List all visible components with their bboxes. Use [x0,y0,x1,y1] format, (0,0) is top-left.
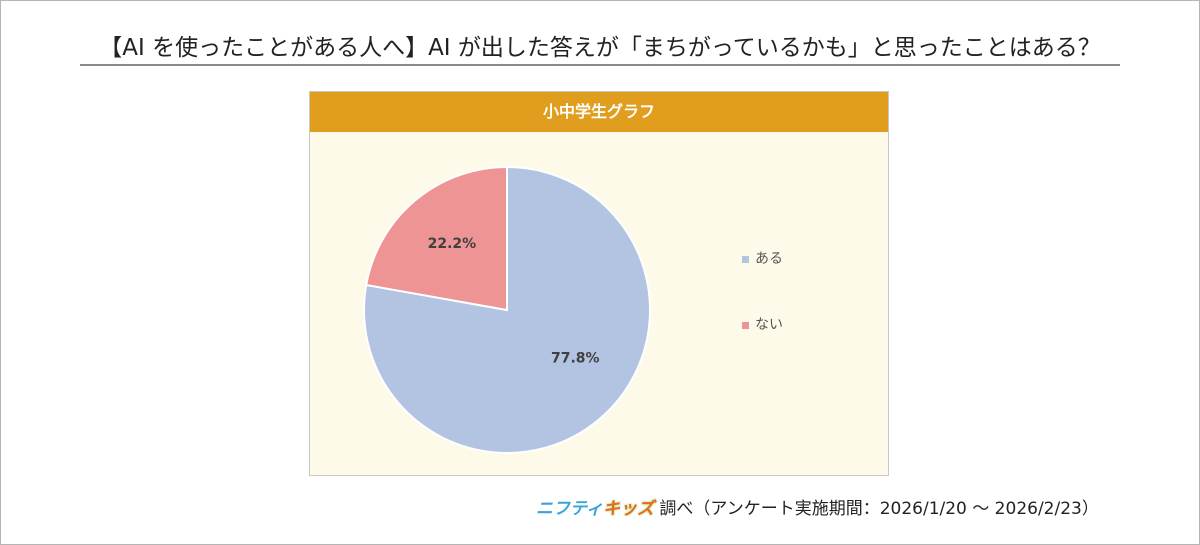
data-label-1: 22.2% [428,236,477,252]
page-title: 【AI を使ったことがある人へ】AI が出した答えが「まちがっているかも」と思っ… [99,35,1101,61]
survey-period: 調べ（アンケート実施期間：2026/1/20 ～ 2026/2/23） [659,499,1099,519]
source-note: ニフティキッズ 調べ（アンケート実施期間：2026/1/20 ～ 2026/2/… [536,494,1099,519]
chart-title: 小中学生グラフ [310,92,888,132]
logo-nifty: ニフティ [536,499,603,519]
legend-swatch [742,321,749,329]
legend-label: ない [755,317,783,333]
legend-swatch [742,255,749,263]
legend-label: ある [755,251,783,267]
pie-slice-1 [365,165,508,312]
logo-kids: キッズ [602,499,654,519]
pie-chart: 77.8% 22.2% [363,165,651,454]
legend-item-1: ない [742,314,783,334]
title-divider [80,64,1120,66]
legend-item-0: ある [742,248,783,268]
data-label-0: 77.8% [551,351,600,367]
chart-panel: 小中学生グラフ 77.8% 22.2% ある ない [309,91,889,476]
